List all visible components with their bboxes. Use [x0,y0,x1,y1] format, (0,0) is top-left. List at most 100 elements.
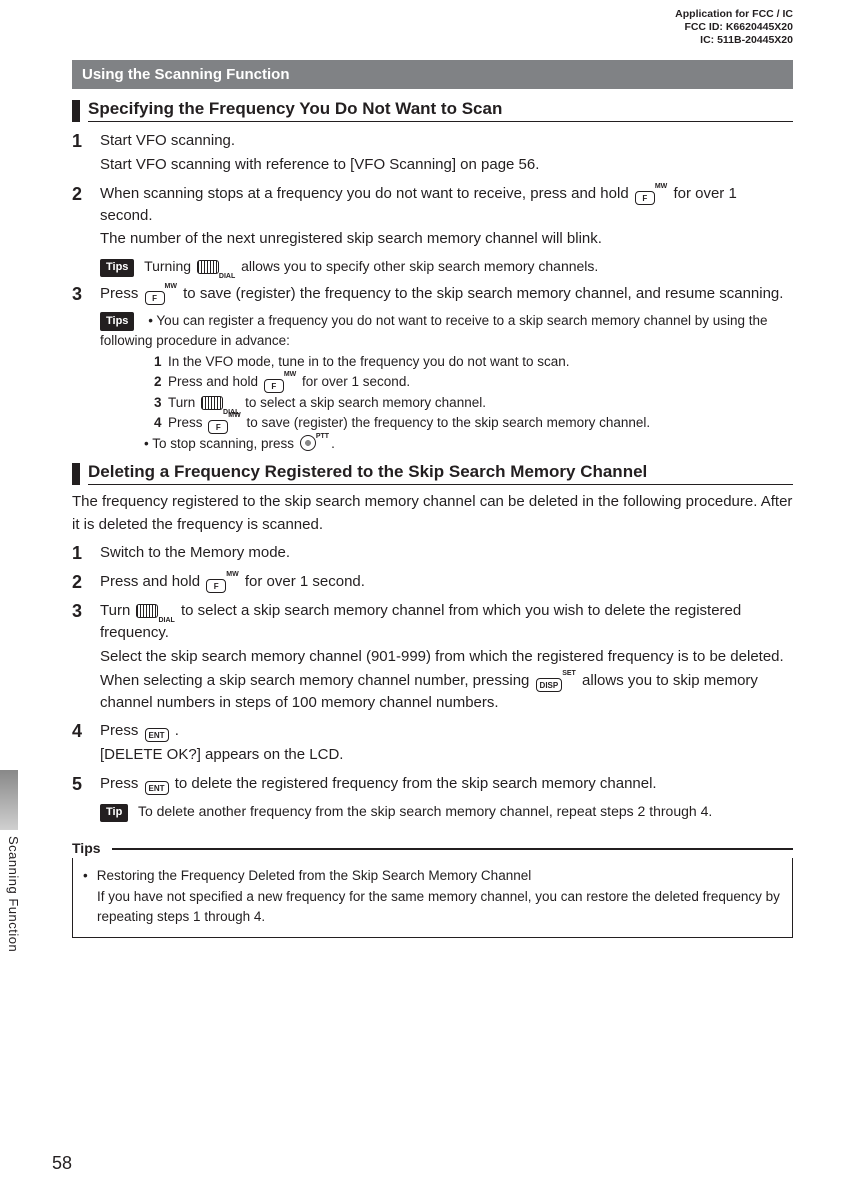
tips-inline-1-b: allows you to specify other skip search … [241,258,598,274]
dial-icon [201,396,223,410]
mw-superscript: MW [655,183,667,190]
section-title-bar: Using the Scanning Function [72,60,793,89]
dstep-3-line-2: Select the skip search memory channel (9… [100,646,793,668]
dstep-2: 2 Press and hold FMW for over 1 second. [72,569,793,595]
mw-superscript: MW [165,283,177,290]
step-3-body: Press FMW to save (register) the frequen… [100,281,793,307]
dstep-1: 1 Switch to the Memory mode. [72,540,793,566]
side-tab: Scanning Function [0,770,26,970]
header-line-1: Application for FCC / IC [675,8,793,21]
f-key-icon: F [206,579,226,593]
tips-box-line-2: If you have not specified a new frequenc… [97,887,782,928]
dstep-3-l3a: When selecting a skip search memory chan… [100,672,534,689]
step-1-number: 1 [72,128,100,178]
tips-badge: Tips [100,259,134,277]
tips-inline-1-a: Turning [144,258,195,274]
step-3: 3 Press FMW to save (register) the frequ… [72,281,793,307]
mw-superscript: MW [284,371,296,378]
substep-text-a: Press [168,415,206,430]
dial-icon [197,260,219,274]
tips-bullet-2-b: . [331,436,335,451]
step-3-line-1: Press FMW to save (register) the frequen… [100,283,793,305]
tips-bullet-2-a: • To stop scanning, press [144,436,298,451]
page-number: 58 [52,1153,72,1174]
subheading-1: Specifying the Frequency You Do Not Want… [72,99,793,122]
substep-num: 3 [154,393,168,413]
step-1-line-1: Start VFO scanning. [100,130,793,152]
substep-text-b: for over 1 second. [298,374,410,389]
dstep-2-body: Press and hold FMW for over 1 second. [100,569,793,595]
subheading-rule [72,463,80,485]
tips-box-line-1: Restoring the Frequency Deleted from the… [97,868,531,883]
tips-box-bullet: • [83,866,93,886]
dstep-4-b: . [175,722,179,739]
tips-substep-4: 4Press FMW to save (register) the freque… [154,413,793,434]
f-key-icon: F [208,420,228,434]
disp-key-icon: DISP [536,678,563,692]
f-key-icon: F [264,379,284,393]
subheading-2: Deleting a Frequency Registered to the S… [72,462,793,485]
tips-bullet-1: • You can register a frequency you do no… [100,313,768,348]
tips-block-1: Tips • You can register a frequency you … [100,311,793,454]
subheading-1-text: Specifying the Frequency You Do Not Want… [88,99,793,122]
dstep-4-line-2: [DELETE OK?] appears on the LCD. [100,744,793,766]
page-content: Application for FCC / IC FCC ID: K662044… [0,0,845,938]
tips-substep-1: 1In the VFO mode, tune in to the frequen… [154,352,793,372]
step-2: 2 When scanning stops at a frequency you… [72,181,793,253]
dstep-5-number: 5 [72,771,100,797]
header-application-info: Application for FCC / IC FCC ID: K662044… [675,8,793,47]
f-key-icon: F [635,191,655,205]
step-2-line-1: When scanning stops at a frequency you d… [100,183,793,227]
ptt-icon [300,435,316,451]
dstep-3-number: 3 [72,598,100,715]
dstep-3-line-3: When selecting a skip search memory chan… [100,670,793,714]
dstep-1-number: 1 [72,540,100,566]
step-2-body: When scanning stops at a frequency you d… [100,181,793,253]
ptt-superscript: PTT [316,433,329,440]
mw-superscript: MW [228,412,240,419]
tip-inline-2: Tip To delete another frequency from the… [100,801,793,822]
dstep-1-text: Switch to the Memory mode. [100,542,793,564]
step-1-line-2: Start VFO scanning with reference to [VF… [100,154,793,176]
substep-text-a: Turn [168,395,199,410]
step-3-number: 3 [72,281,100,307]
dstep-4-number: 4 [72,718,100,768]
step-1: 1 Start VFO scanning. Start VFO scanning… [72,128,793,178]
substep-text: In the VFO mode, tune in to the frequenc… [168,354,570,369]
tips-box: • Restoring the Frequency Deleted from t… [72,858,793,938]
step-3-text-b: to save (register) the frequency to the … [183,285,783,302]
dstep-5-line-1: Press ENT to delete the registered frequ… [100,773,793,795]
dial-label: DIAL [219,273,235,280]
step-2-line-2: The number of the next unregistered skip… [100,228,793,250]
substep-num: 4 [154,413,168,433]
tips-badge: Tips [100,312,134,331]
dstep-4-body: Press ENT . [DELETE OK?] appears on the … [100,718,793,768]
tips-box-label: Tips [72,840,793,856]
substep-num: 1 [154,352,168,372]
dstep-5: 5 Press ENT to delete the registered fre… [72,771,793,797]
step-3-text-a: Press [100,285,143,302]
dstep-5-b: to delete the registered frequency from … [175,775,657,792]
ent-key-icon: ENT [145,781,169,795]
dstep-4: 4 Press ENT . [DELETE OK?] appears on th… [72,718,793,768]
side-tab-gradient [0,770,18,830]
substep-text-b: to select a skip search memory channel. [241,395,486,410]
header-line-2: FCC ID: K6620445X20 [675,21,793,34]
dstep-4-line-1: Press ENT . [100,720,793,742]
tips-substep-2: 2Press and hold FMW for over 1 second. [154,372,793,393]
dstep-2-number: 2 [72,569,100,595]
dstep-5-body: Press ENT to delete the registered frequ… [100,771,793,797]
dstep-2-b: for over 1 second. [245,573,365,590]
substep-text-b: to save (register) the frequency to the … [243,415,650,430]
subheading-2-text: Deleting a Frequency Registered to the S… [88,462,793,485]
f-key-icon: F [145,291,165,305]
step-1-body: Start VFO scanning. Start VFO scanning w… [100,128,793,178]
tip-badge: Tip [100,804,128,822]
tips-box-label-text: Tips [72,840,107,856]
substep-text-a: Press and hold [168,374,262,389]
tips-substep-3: 3Turn DIAL to select a skip search memor… [154,393,793,413]
subheading-rule [72,100,80,122]
dial-label: DIAL [158,617,174,624]
step-2-text-a: When scanning stops at a frequency you d… [100,185,633,202]
tips-bullet-2: • To stop scanning, press PTT. [144,434,793,454]
